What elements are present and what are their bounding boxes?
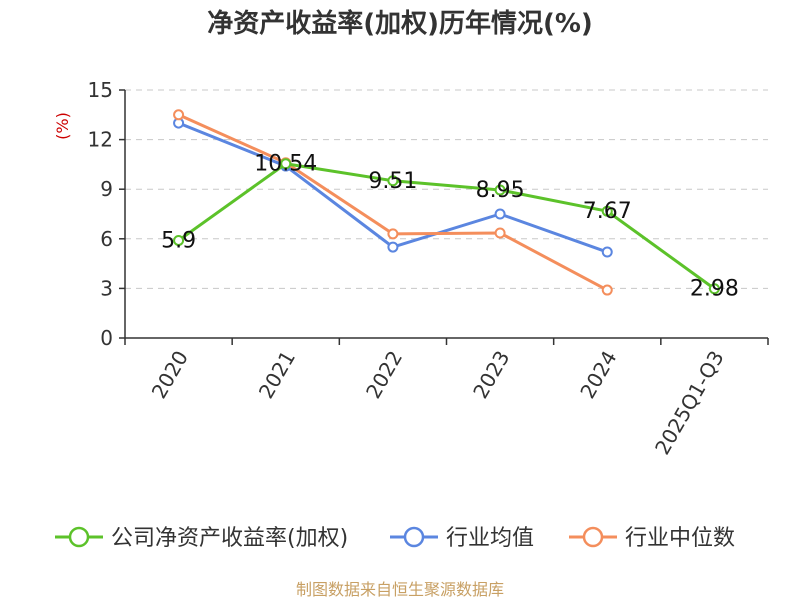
y-tick-label-12: 12 xyxy=(88,128,113,152)
data-label-1: 10.54 xyxy=(254,152,317,177)
point-s1-2 xyxy=(387,241,399,253)
series-line-2 xyxy=(177,113,608,292)
data-label-4: 7.67 xyxy=(583,199,632,224)
legend-label-2: 行业中位数 xyxy=(625,526,735,551)
legend-label-0: 公司净资产收益率(加权) xyxy=(111,526,348,551)
grid-lines xyxy=(125,89,768,289)
point-s0-0 xyxy=(173,234,185,246)
legend: 公司净资产收益率(加权) 行业均值 行业中位数 xyxy=(55,526,735,551)
point-s0-5 xyxy=(708,283,720,295)
data-labels: 5.9 10.54 9.51 8.95 7.67 2.98 xyxy=(161,152,739,302)
point-s2-0 xyxy=(173,109,185,121)
point-s0-1 xyxy=(280,158,292,170)
data-label-5: 2.98 xyxy=(690,277,739,302)
data-label-2: 9.51 xyxy=(368,169,417,194)
legend-swatch-marker-0 xyxy=(68,526,90,548)
x-tick-label-2023: 2023 xyxy=(468,347,514,403)
y-tick-label-15: 15 xyxy=(88,78,113,102)
x-tick-label-2024: 2024 xyxy=(575,347,621,403)
source-note: 制图数据来自恒生聚源数据库 xyxy=(296,580,504,599)
y-tick-label-0: 0 xyxy=(100,326,113,350)
legend-label-1: 行业均值 xyxy=(446,526,534,551)
legend-swatch-marker-2 xyxy=(582,526,604,548)
x-tick-label-2022: 2022 xyxy=(361,347,407,403)
legend-item-2: 行业中位数 xyxy=(569,526,735,551)
y-tick-label-3: 3 xyxy=(100,276,113,300)
data-label-3: 8.95 xyxy=(476,178,525,203)
point-s0-2 xyxy=(387,175,399,187)
point-s1-4 xyxy=(601,246,613,258)
point-s2-4 xyxy=(601,284,613,296)
data-label-0: 5.9 xyxy=(161,228,196,253)
legend-item-1: 行业均值 xyxy=(390,526,534,551)
x-tick-label-2021: 2021 xyxy=(254,347,300,403)
series-line-0 xyxy=(177,162,716,290)
legend-item-0: 公司净资产收益率(加权) xyxy=(55,526,348,551)
y-tick-label-6: 6 xyxy=(100,227,113,251)
x-tick-label-2025Q1-Q3: 2025Q1-Q3 xyxy=(650,347,729,459)
chart-title: 净资产收益率(加权)历年情况(%) xyxy=(207,8,593,39)
legend-swatch-marker-1 xyxy=(403,526,425,548)
point-s0-4 xyxy=(601,205,613,217)
point-s2-2 xyxy=(387,228,399,240)
point-s0-3 xyxy=(494,184,506,196)
y-tick-label-9: 9 xyxy=(100,177,113,201)
point-s2-3 xyxy=(494,227,506,239)
series-lines xyxy=(173,109,720,296)
axes: 0 3 6 9 12 15 2020 2021 2022 2023 2024 2025Q1-Q3 xyxy=(88,78,769,459)
point-s1-3 xyxy=(494,208,506,220)
y-axis-label: (%) xyxy=(53,112,72,140)
x-tick-label-2020: 2020 xyxy=(147,347,193,403)
